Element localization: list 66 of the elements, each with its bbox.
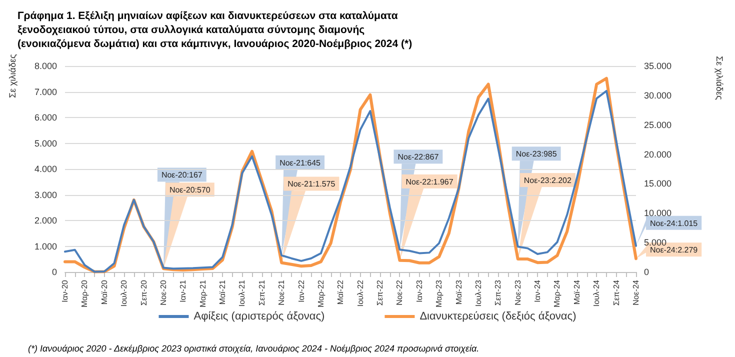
x-tick-label: Μαρ-23 — [434, 279, 444, 308]
x-tick-label: Μαϊ-23 — [454, 279, 464, 305]
y2-tick-label: 30.000 — [644, 90, 672, 100]
x-tick-label: Μαϊ-21 — [218, 279, 228, 305]
annotation: Νοε-22:1.967 — [406, 177, 454, 186]
callout: Νοε-23:2.202 — [518, 173, 576, 260]
callout: Νοε-21:1.575 — [282, 176, 340, 263]
annotation: Νοε-23:2.202 — [524, 176, 572, 186]
y-tick-label: 5.000 — [34, 138, 57, 148]
annotation: Νοε-22:867 — [398, 152, 440, 162]
x-tick-label: Σεπ-21 — [257, 279, 266, 306]
y2-tick-label: 20.000 — [644, 149, 672, 160]
annotation: Νοε-21:1.575 — [288, 180, 336, 189]
legend-label: Αφίξεις (αριστερός άξονας) — [194, 310, 325, 322]
x-tick-label: Νοε-20 — [158, 279, 168, 306]
annotation: Νοε-20:167 — [161, 170, 203, 180]
x-tick-label: Ιαν-24 — [533, 279, 542, 302]
callout: Νοε-20:570 — [163, 182, 214, 269]
x-tick-label: Ιαν-23 — [414, 279, 424, 302]
x-tick-label: Ιουλ-20 — [120, 279, 129, 307]
chart-title: Γράφημα 1. Εξέλιξη μηνιαίων αφίξεων και διανυκτερεύσεων στα καταλύματα ξενοδοχειακού τύπου, στα συλλογικά καταλύματα σύντομης διαμονής (ενοικιαζόμενα δωμάτια) και στα κάμπινγκ, Ιανουάριος 2020-Νοέμβριος 2024 (*) — [18, 10, 412, 50]
x-tick-label: Ιουλ-21 — [238, 279, 247, 307]
y-tick-label: 6.000 — [34, 112, 57, 122]
x-tick-label: Ιαν-21 — [178, 279, 188, 302]
x-tick-label: Σεπ-23 — [494, 279, 503, 306]
text: (*) Ιανουάριος 2020 - Δεκέμβριος 2023 οριστικά στοιχεία, Ιανουάριος 2024 - Νοέμβριος 2024 προσωρινά στοιχεία. — [28, 344, 480, 354]
y-tick-label: 7.000 — [34, 86, 57, 97]
y2-tick-label: 10.000 — [644, 208, 672, 218]
x-tick-label: Σεπ-24 — [612, 279, 621, 306]
legend-label: Διανυκτερεύσεις (δεξιός άξονας) — [420, 310, 576, 322]
x-tick-label: Μαρ-21 — [198, 279, 208, 308]
y-tick-label: 3.000 — [34, 190, 57, 200]
x-tick-label: Μαρ-22 — [316, 279, 326, 308]
x-tick-label: Μαρ-24 — [552, 279, 562, 308]
x-tick-label: Νοε-21 — [277, 279, 286, 306]
x-tick-label: Ιουλ-24 — [592, 279, 602, 307]
annotation: Νοε-21:645 — [280, 158, 322, 168]
x-tick-label: Σεπ-22 — [376, 279, 385, 306]
y-tick-label: 0 — [52, 267, 57, 277]
x-tick-label: Νοε-23 — [513, 279, 522, 306]
y-tick-label: 8.000 — [34, 61, 57, 71]
y-tick-label: 4.000 — [34, 164, 57, 174]
annotation: Νοε-20:570 — [169, 186, 211, 195]
callout: Νοε-22:1.967 — [400, 174, 458, 260]
y-tick-label: 2.000 — [34, 216, 57, 226]
annotation: Νοε-24:1.015 — [650, 218, 698, 228]
x-tick-label: Μαϊ-24 — [572, 279, 582, 305]
x-tick-label: Ιαν-22 — [296, 279, 306, 302]
x-tick-label: Μαρ-20 — [80, 279, 90, 308]
x-tick-label: Μαϊ-22 — [336, 279, 346, 305]
x-tick-label: Μαϊ-20 — [100, 279, 109, 305]
y2-tick-label: 0 — [644, 267, 650, 277]
x-tick-label: Ιαν-20 — [60, 279, 70, 302]
y2-tick-label: 5.000 — [644, 238, 667, 248]
x-tick-label: Ιουλ-23 — [474, 279, 483, 307]
y-axis-title: Σε χιλιάδες — [8, 53, 18, 98]
y2-tick-label: 15.000 — [644, 178, 672, 189]
y2-tick-label: 35.000 — [644, 61, 672, 71]
y-tick-label: 1.000 — [34, 241, 57, 252]
y2-tick-label: 25.000 — [644, 120, 672, 130]
y2-axis-title: Σε χιλιάδες — [714, 56, 724, 101]
x-tick-label: Σεπ-20 — [139, 279, 148, 306]
x-tick-label: Νοε-24 — [632, 279, 640, 306]
x-tick-label: Ιουλ-22 — [356, 279, 365, 307]
annotation: Νοε-23:985 — [516, 150, 558, 159]
x-tick-label: Νοε-22 — [395, 279, 404, 306]
